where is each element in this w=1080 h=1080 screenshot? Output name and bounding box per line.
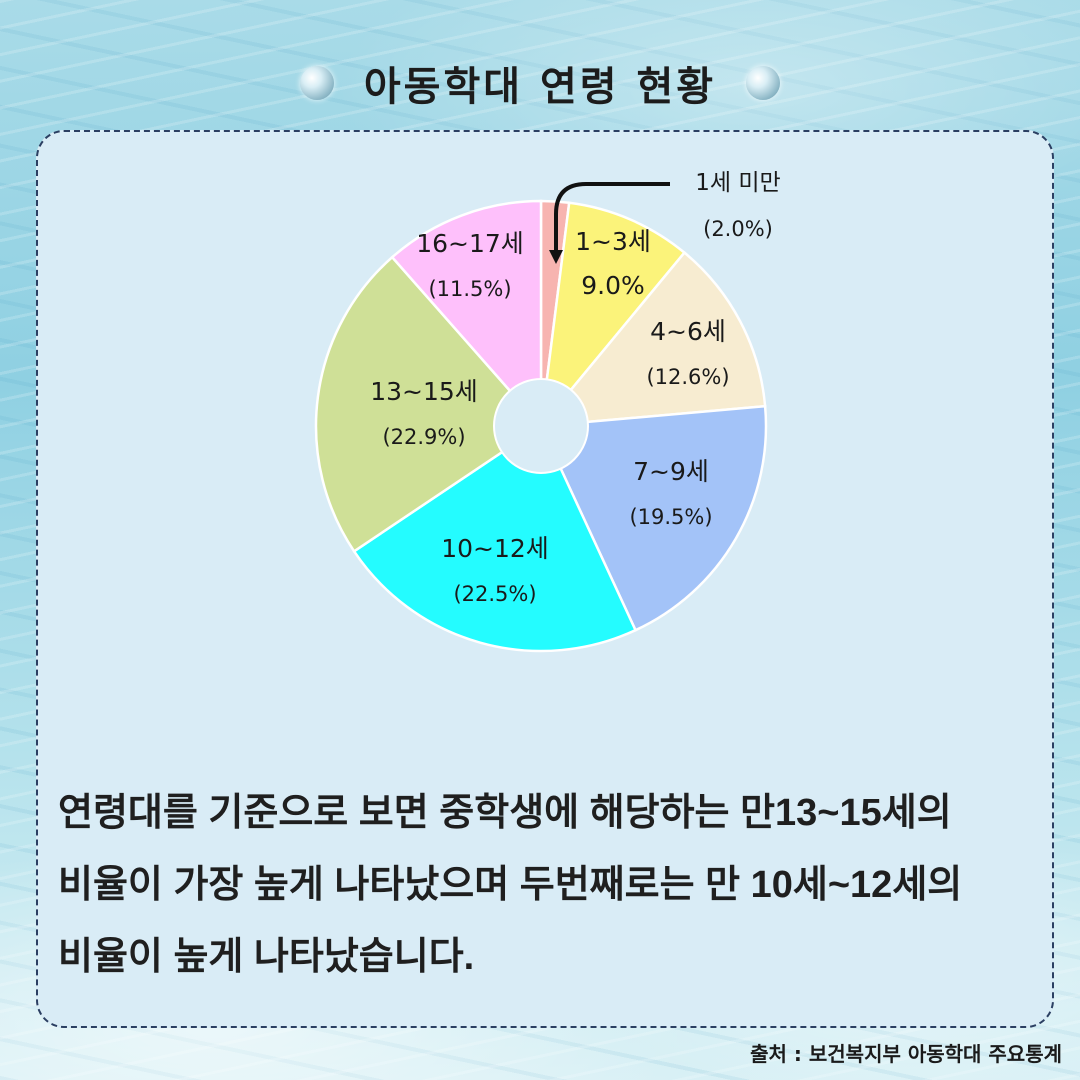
globe-icon-right [746, 66, 781, 100]
slice-percent-label: (11.5%) [428, 277, 511, 301]
content-card: 1세 미만 (2.0%) 1~3세 9.0% 4~6세 (12.6%) 7~9세 (19.5%… [36, 130, 1054, 1028]
title-row: 아동학대 연령 현황 [0, 48, 1080, 118]
summary-line-3: 비율이 높게 나타났습니다. [58, 936, 475, 978]
page-title: 아동학대 연령 현황 [363, 64, 717, 110]
pie-slice-7~9세 [539, 404, 768, 632]
slice-label: 1세 미만 [695, 170, 780, 196]
slice-label: 16~17세 [416, 229, 524, 258]
slice-percent-label: (22.9%) [382, 425, 465, 449]
pie-slice-16~17세 [390, 199, 543, 430]
slice-percent-label: 9.0% [581, 271, 645, 300]
slice-percent-label: (22.5%) [453, 582, 536, 606]
slice-percent-label: (2.0%) [703, 217, 773, 241]
pie-slice-1~3세 [539, 201, 687, 431]
slice-percent-label: (19.5%) [629, 505, 712, 529]
slice-label: 10~12세 [441, 534, 549, 563]
globe-icon-left [299, 66, 334, 100]
slice-label: 4~6세 [650, 317, 726, 346]
callout-arrowhead [549, 250, 563, 264]
slice-label: 7~9세 [633, 457, 709, 486]
source-note: 출처 : 보건복지부 아동학대 주요통계 [750, 1042, 1062, 1066]
slice-label: 1~3세 [575, 227, 651, 256]
slice-label: 13~15세 [370, 377, 478, 406]
slice-percent-label: (12.6%) [646, 365, 729, 389]
pie-chart: 1세 미만 (2.0%) 1~3세 9.0%4~6세 (12.6%) 7~9세 (19.5%… [314, 170, 781, 653]
pie-slice-13~15세 [314, 255, 543, 554]
summary-text: 연령대를 기준으로 보면 중학생에 해당하는 만13~15세의 비율이 가장 높… [58, 777, 1048, 993]
callout-arrow [554, 182, 670, 254]
pie-slice-4~6세 [538, 250, 767, 428]
pie-slice-10~12세 [352, 424, 638, 653]
summary-line-2: 비율이 가장 높게 나타났으며 두번째로는 만 10세~12세의 [58, 864, 963, 906]
summary-line-1: 연령대를 기준으로 보면 중학생에 해당하는 만13~15세의 [58, 792, 952, 834]
donut-hole [493, 378, 589, 474]
